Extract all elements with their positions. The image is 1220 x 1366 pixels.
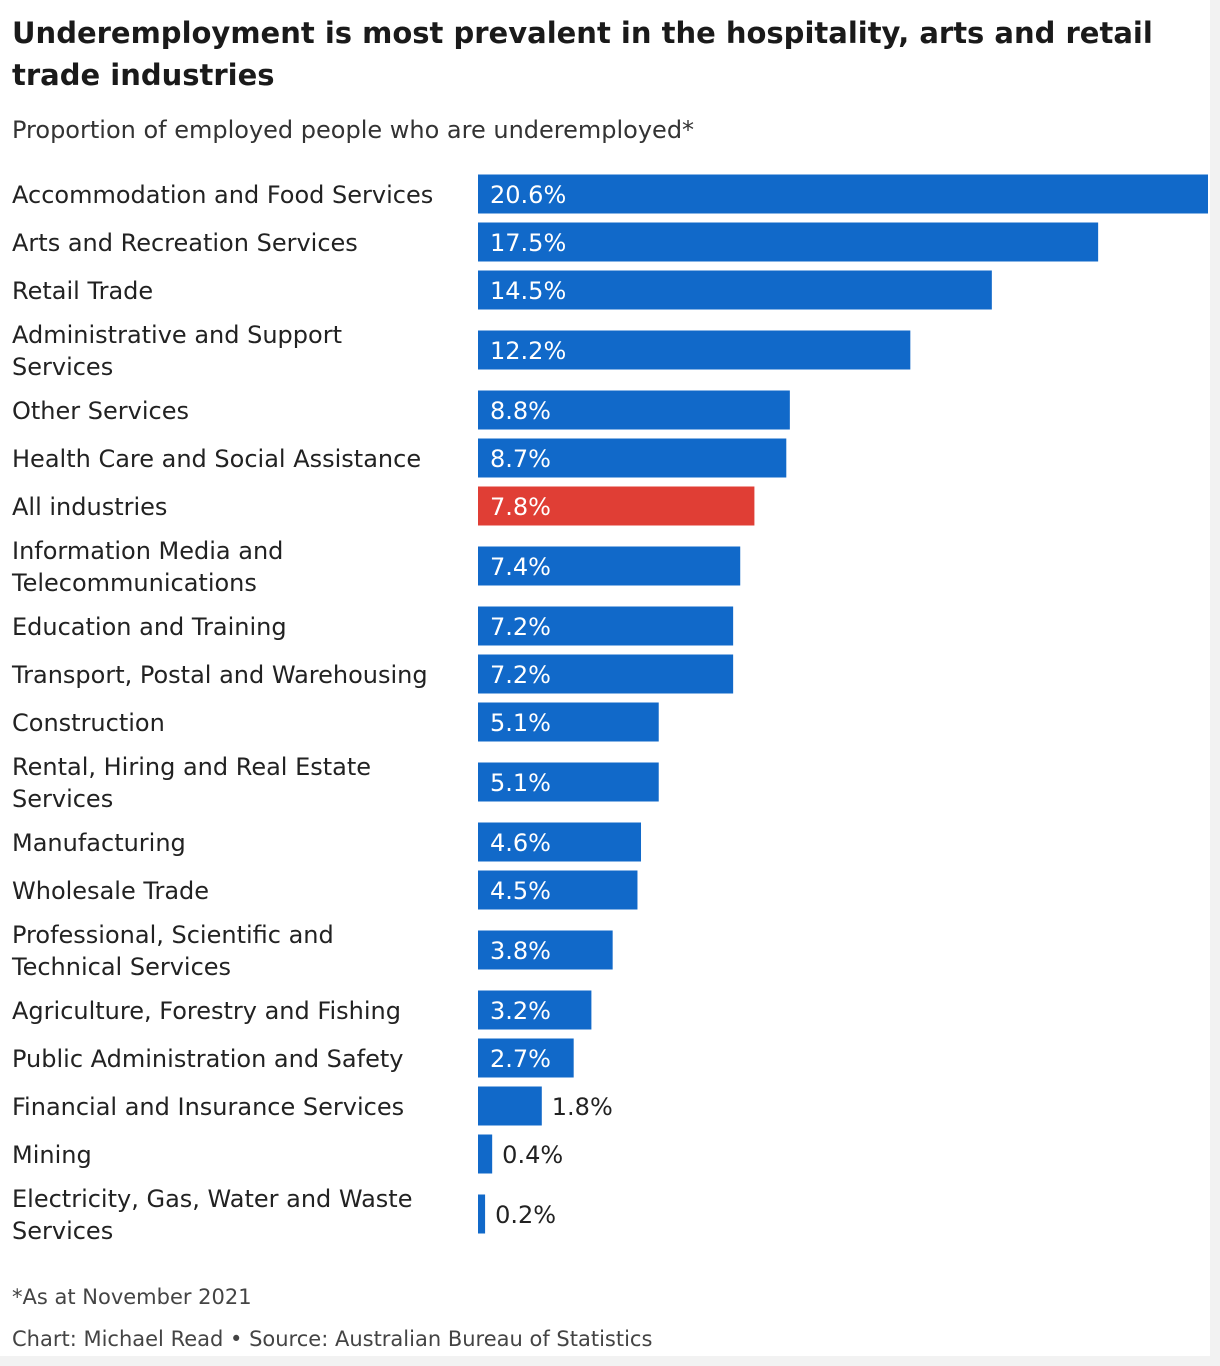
bar-professional-scientific-and-technical-services xyxy=(478,930,613,970)
bar-electricity-gas-water-and-waste-services xyxy=(478,1194,486,1234)
value-label-agriculture-forestry-and-fishing: 3.2% xyxy=(490,997,551,1025)
category-label-line: Telecommunications xyxy=(11,569,257,597)
category-label-accommodation-and-food-services: Accommodation and Food Services xyxy=(12,181,433,209)
bar-financial-and-insurance-services xyxy=(478,1086,542,1126)
value-label-accommodation-and-food-services: 20.6% xyxy=(490,181,566,209)
category-label-arts-and-recreation-services: Arts and Recreation Services xyxy=(12,229,358,257)
bar-construction xyxy=(478,702,659,742)
category-label-line: Professional, Scientific and xyxy=(12,921,334,949)
category-label-electricity-gas-water-and-waste-services: Electricity, Gas, Water and Waste Service… xyxy=(12,1185,412,1245)
category-label-line: Information Media and xyxy=(12,537,283,565)
category-label-mining: Mining xyxy=(12,1141,92,1169)
category-label-information-media-and-telecommunications: Information Media and Telecommunications xyxy=(11,537,283,597)
category-label-education-and-training: Education and Training xyxy=(12,613,287,641)
category-label-line: All industries xyxy=(12,493,167,521)
category-label-line: Arts and Recreation Services xyxy=(12,229,358,257)
value-label-public-administration-and-safety: 2.7% xyxy=(490,1045,551,1073)
category-label-professional-scientific-and-technical-services: Professional, Scientific and Technical Se… xyxy=(11,921,334,981)
value-label-transport-postal-and-warehousing: 7.2% xyxy=(490,661,551,689)
category-label-retail-trade: Retail Trade xyxy=(12,277,153,305)
value-label-construction: 5.1% xyxy=(490,709,551,737)
bar-other-services xyxy=(478,390,790,430)
category-label-line: Mining xyxy=(12,1141,92,1169)
value-label-financial-and-insurance-services: 1.8% xyxy=(552,1093,613,1121)
value-label-professional-scientific-and-technical-services: 3.8% xyxy=(490,937,551,965)
value-label-rental-hiring-and-real-estate-services: 5.1% xyxy=(490,769,551,797)
category-label-line: Retail Trade xyxy=(12,277,153,305)
category-label-line: Rental, Hiring and Real Estate xyxy=(12,753,371,781)
value-label-other-services: 8.8% xyxy=(490,397,551,425)
category-label-line: Agriculture, Forestry and Fishing xyxy=(12,997,401,1025)
value-label-information-media-and-telecommunications: 7.4% xyxy=(490,553,551,581)
bar-agriculture-forestry-and-fishing xyxy=(478,990,592,1030)
category-label-public-administration-and-safety: Public Administration and Safety xyxy=(12,1045,403,1073)
category-label-line: Financial and Insurance Services xyxy=(12,1093,404,1121)
category-label-transport-postal-and-warehousing: Transport, Postal and Warehousing xyxy=(11,661,428,689)
value-label-administrative-and-support-services: 12.2% xyxy=(490,337,566,365)
category-label-administrative-and-support-services: Administrative and Support Services xyxy=(12,321,342,381)
bar-rental-hiring-and-real-estate-services xyxy=(478,762,659,802)
chart-title: Underemployment is most prevalent in the… xyxy=(12,16,1153,92)
category-label-line: Education and Training xyxy=(12,613,287,641)
category-label-line: Administrative and Support xyxy=(12,321,342,349)
source-credit: Chart: Michael Read • Source: Australian… xyxy=(12,1327,653,1351)
bar-mining xyxy=(478,1134,493,1174)
category-label-line: Construction xyxy=(12,709,165,737)
category-label-line: Public Administration and Safety xyxy=(12,1045,403,1073)
value-label-manufacturing: 4.6% xyxy=(490,829,551,857)
category-label-line: Health Care and Social Assistance xyxy=(12,445,421,473)
value-label-all-industries: 7.8% xyxy=(490,493,551,521)
value-label-wholesale-trade: 4.5% xyxy=(490,877,551,905)
category-label-financial-and-insurance-services: Financial and Insurance Services xyxy=(12,1093,404,1121)
category-label-agriculture-forestry-and-fishing: Agriculture, Forestry and Fishing xyxy=(12,997,401,1025)
footnote: *As at November 2021 xyxy=(12,1285,252,1309)
bar-transport-postal-and-warehousing xyxy=(478,654,734,694)
category-label-manufacturing: Manufacturing xyxy=(12,829,186,857)
bar-accommodation-and-food-services xyxy=(478,174,1208,214)
value-label-health-care-and-social-assistance: 8.7% xyxy=(490,445,551,473)
value-label-education-and-training: 7.2% xyxy=(490,613,551,641)
category-label-line: Transport, Postal and Warehousing xyxy=(11,661,428,689)
bar-arts-and-recreation-services xyxy=(478,222,1099,262)
bar-all-industries xyxy=(478,486,755,526)
value-label-electricity-gas-water-and-waste-services: 0.2% xyxy=(495,1201,556,1229)
category-label-line: Services xyxy=(12,785,113,813)
bar-education-and-training xyxy=(478,606,734,646)
category-label-line: Services xyxy=(12,1217,113,1245)
bar-manufacturing xyxy=(478,822,642,862)
category-label-other-services: Other Services xyxy=(12,397,189,425)
value-label-arts-and-recreation-services: 17.5% xyxy=(490,229,566,257)
bar-retail-trade xyxy=(478,270,992,310)
bar-information-media-and-telecommunications xyxy=(478,546,741,586)
bar-public-administration-and-safety xyxy=(478,1038,574,1078)
category-label-line: Technical Services xyxy=(11,953,231,981)
category-label-wholesale-trade: Wholesale Trade xyxy=(12,877,209,905)
category-label-line: Services xyxy=(12,353,113,381)
value-label-retail-trade: 14.5% xyxy=(490,277,566,305)
category-label-line: Other Services xyxy=(12,397,189,425)
category-label-line: Accommodation and Food Services xyxy=(12,181,433,209)
category-label-line: Wholesale Trade xyxy=(12,877,209,905)
bar-administrative-and-support-services xyxy=(478,330,911,370)
chart-subtitle: Proportion of employed people who are un… xyxy=(12,116,695,144)
category-label-rental-hiring-and-real-estate-services: Rental, Hiring and Real Estate Services xyxy=(12,753,371,813)
category-label-line: Manufacturing xyxy=(12,829,186,857)
bar-wholesale-trade xyxy=(478,870,638,910)
value-label-mining: 0.4% xyxy=(502,1141,563,1169)
category-label-line: Electricity, Gas, Water and Waste xyxy=(12,1185,412,1213)
bar-health-care-and-social-assistance xyxy=(478,438,787,478)
category-label-health-care-and-social-assistance: Health Care and Social Assistance xyxy=(12,445,421,473)
category-label-all-industries: All industries xyxy=(12,493,167,521)
category-label-construction: Construction xyxy=(12,709,165,737)
bar-chart: Accommodation and Food Services 20.6% Arts… xyxy=(11,174,1208,1245)
